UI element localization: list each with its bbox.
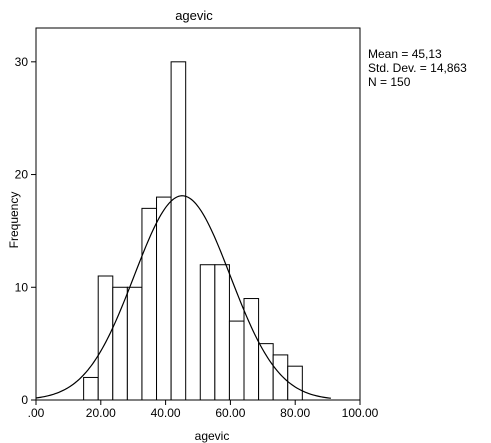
histogram-bar (83, 376, 99, 401)
histogram-bar (258, 343, 274, 401)
histogram-bar (199, 264, 216, 401)
axis-ticks-group: .00 20.00 40.00 60.00 80.00 100.00 0 10 20 30 (15, 55, 379, 420)
histogram-bar (112, 286, 128, 401)
histogram-bar (272, 354, 289, 401)
x-tick-label: 40.00 (151, 406, 181, 420)
histogram-bars (83, 61, 303, 401)
y-axis-label: Frequency (7, 192, 21, 249)
histogram-bar (243, 298, 260, 401)
x-tick-label: .00 (28, 406, 45, 420)
y-tick-label: 0 (21, 393, 28, 407)
histogram-bar (170, 61, 187, 401)
plot-frame-group (35, 27, 361, 401)
normal-curve (35, 195, 331, 399)
histogram-bar (97, 275, 114, 401)
y-tick-label: 10 (15, 280, 29, 294)
x-tick-label: 100.00 (342, 406, 379, 420)
histogram-bar (214, 264, 230, 401)
x-axis-label: agevic (195, 429, 230, 443)
chart-title: agevic (175, 8, 213, 23)
x-tick-label: 60.00 (215, 406, 245, 420)
x-tick-label: 80.00 (280, 406, 310, 420)
x-tick-label: 20.00 (86, 406, 116, 420)
plot-frame (35, 27, 361, 401)
stats-mean: Mean = 45,13 (368, 47, 442, 61)
normal-curve-group (35, 195, 331, 399)
histogram-bar (156, 196, 172, 401)
y-tick-label: 30 (15, 55, 29, 69)
y-tick-label: 20 (15, 168, 29, 182)
stats-n: N = 150 (368, 75, 411, 89)
histogram-bar (228, 320, 245, 401)
stats-std-dev: Std. Dev. = 14,863 (368, 61, 467, 75)
histogram-bar (126, 286, 143, 401)
